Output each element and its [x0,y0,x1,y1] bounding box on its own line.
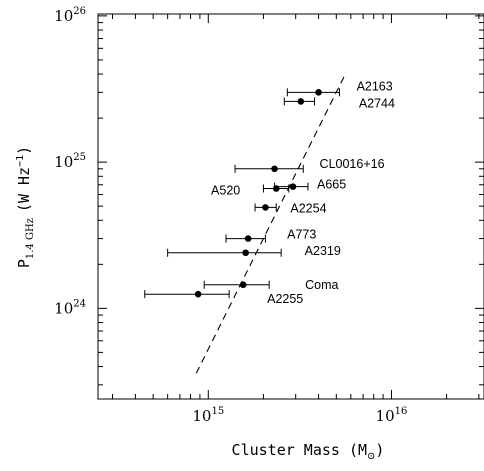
labels-layer: A2163 A2744 CL0016+16 A665 A520 A2254 A773 A231… [211,79,395,306]
point-label-a2744: A2744 [359,96,395,110]
points-layer [144,88,340,299]
data-point-a773 [244,235,252,242]
data-point-a2163 [315,89,322,96]
y-tick-label-base: 10 [54,7,73,25]
x-tick-label-base: 10 [192,407,211,425]
fit-line [195,73,346,374]
point-label-a2163: A2163 [357,79,393,93]
point-label-a2319: A2319 [305,244,341,258]
fit-layer [195,73,346,374]
x-tick-label: 1016 [376,406,408,425]
data-point-coma [239,281,247,289]
point-label-a665: A665 [317,178,346,192]
y-tick-label-exp: 26 [73,6,86,17]
data-point-a2744 [297,98,305,105]
data-point-a520 [272,185,280,192]
x-tick-label-base: 10 [376,407,395,425]
y-tick-label: 1025 [54,152,86,171]
x-tick-label-exp: 15 [211,406,224,417]
y-tick-label-exp: 24 [73,298,86,309]
x-tick-label: 1015 [192,406,224,425]
x-tick-label-exp: 16 [395,406,408,417]
y-tick-label-exp: 25 [73,152,86,163]
y-tick-label: 1024 [54,298,86,317]
point-label-a773: A773 [287,228,316,242]
data-point-cl0016-16 [271,165,278,173]
data-point-a665 [289,183,297,190]
point-label-coma: Coma [305,278,338,292]
point-label-a520: A520 [211,184,240,198]
point-label-a2255: A2255 [267,292,303,306]
x-axis-title: Cluster Mass (M⊙) [232,441,385,462]
data-point-a2255 [194,290,202,298]
y-tick-label-base: 10 [54,299,73,317]
y-tick-label: 1026 [54,6,86,25]
point-label-cl0016-16: CL0016+16 [320,157,385,171]
y-tick-label-base: 10 [54,153,73,171]
data-point-a2254 [262,204,269,211]
point-label-a2254: A2254 [290,201,326,215]
y-axis-title: P1.4 GHz(W Hz−1) [15,146,36,268]
data-point-a2319 [242,249,249,257]
